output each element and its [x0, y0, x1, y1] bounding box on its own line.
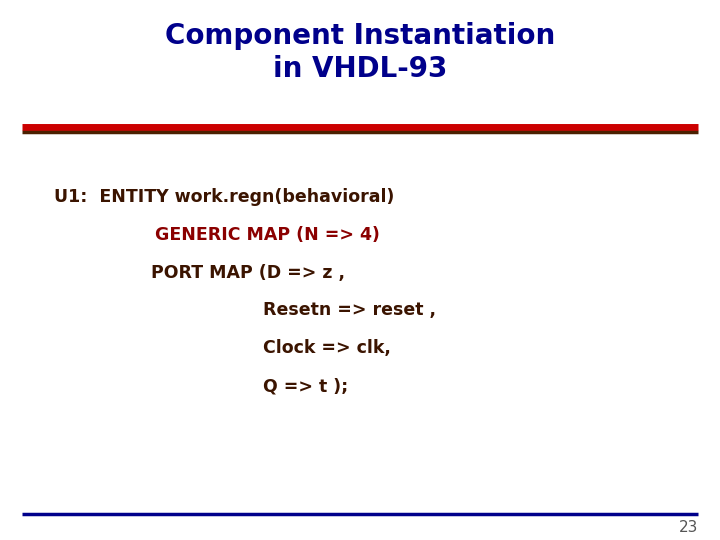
- Text: Clock => clk,: Clock => clk,: [263, 339, 391, 357]
- Text: Component Instantiation
in VHDL-93: Component Instantiation in VHDL-93: [165, 22, 555, 83]
- Text: U1:  ENTITY work.regn(behavioral): U1: ENTITY work.regn(behavioral): [54, 188, 395, 206]
- Text: 23: 23: [679, 519, 698, 535]
- Text: Resetn => reset ,: Resetn => reset ,: [263, 301, 436, 320]
- Text: Q => t );: Q => t );: [263, 377, 348, 395]
- Text: GENERIC MAP (N => 4): GENERIC MAP (N => 4): [155, 226, 379, 244]
- Text: PORT MAP (D => z ,: PORT MAP (D => z ,: [151, 264, 345, 282]
